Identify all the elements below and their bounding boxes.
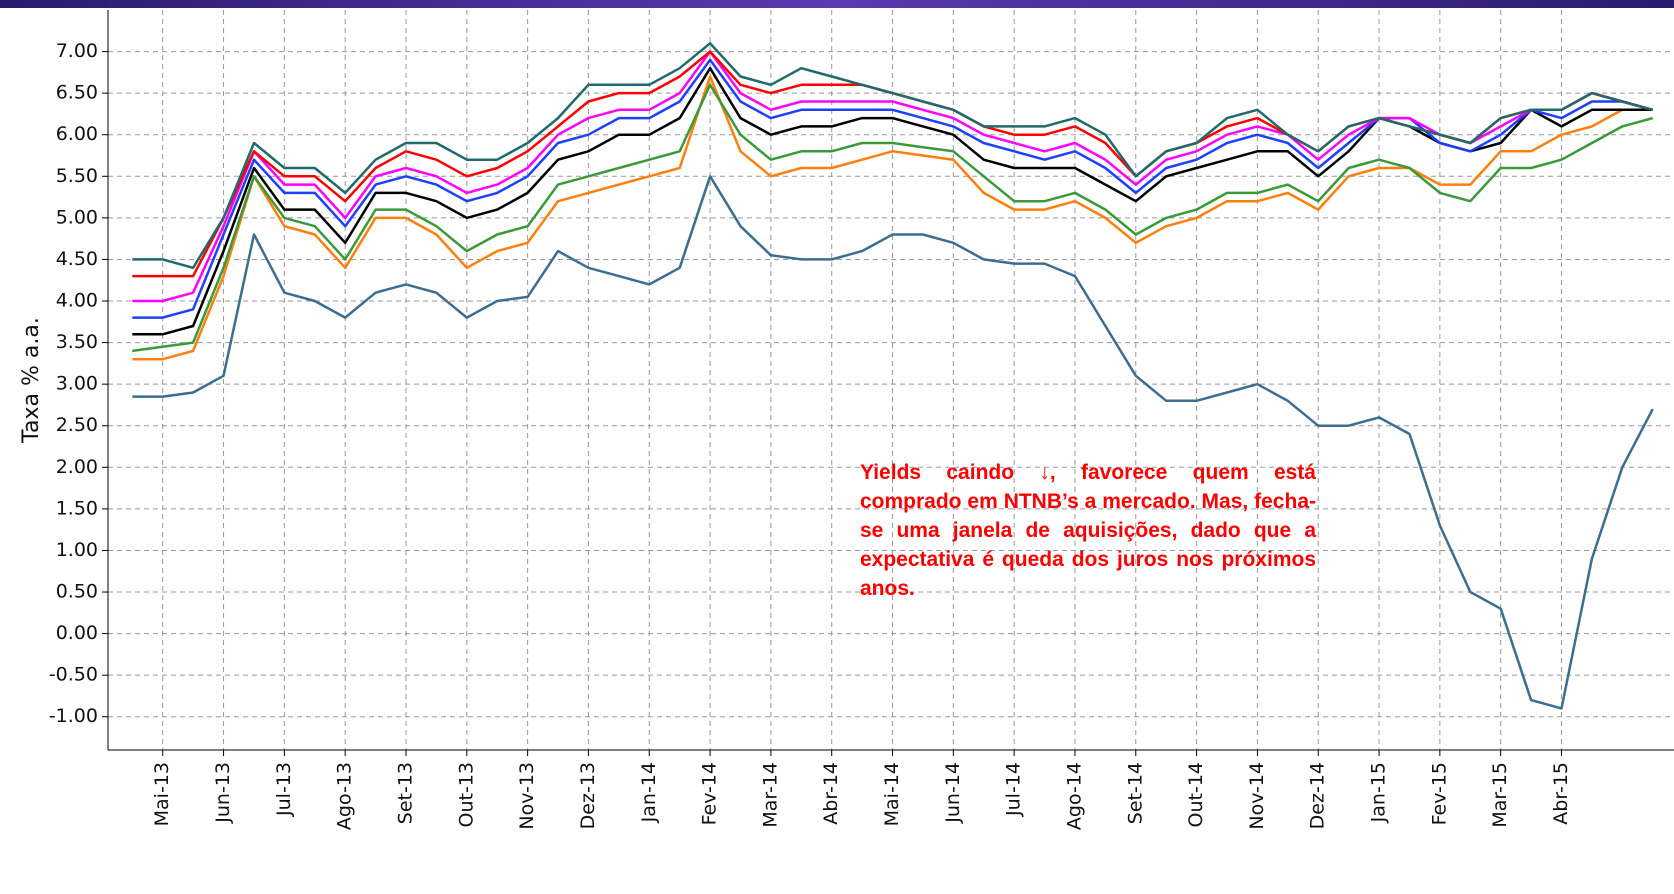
x-tick-label: Set-13 (394, 762, 416, 824)
x-tick-label: Jun-14 (942, 762, 964, 824)
x-tick-label: Abr-15 (1550, 762, 1572, 825)
y-tick-label: 6.50 (56, 82, 98, 104)
y-tick-label: 0.50 (56, 581, 98, 603)
x-tick-label: Mar-15 (1489, 762, 1511, 828)
series-line (132, 83, 1654, 353)
x-tick-label: Mai-14 (881, 762, 903, 826)
x-tick-label: Out-13 (455, 762, 477, 827)
x-tick-label: Dez-14 (1307, 762, 1329, 829)
x-tick-label: Fev-15 (1428, 762, 1450, 825)
x-tick-label: Jul-14 (1003, 762, 1025, 817)
y-tick-label: -1.00 (49, 705, 98, 727)
annotation: Yields caindo ↓, favorece quem está comp… (860, 461, 1316, 600)
x-tick-label: Fev-14 (699, 762, 721, 825)
x-tick-label: Jan-14 (638, 762, 660, 823)
y-tick-label: 0.00 (56, 622, 98, 644)
y-tick-label: 1.50 (56, 497, 98, 519)
x-tick-label: Jun-13 (212, 762, 234, 824)
x-tick-label: Mai-13 (151, 762, 173, 826)
y-tick-label: 5.00 (56, 206, 98, 228)
y-tick-label: 3.00 (56, 373, 98, 395)
series-line (132, 58, 1654, 319)
y-tick-label: 3.50 (56, 331, 98, 353)
y-tick-label: 6.00 (56, 123, 98, 145)
x-tick-label: Dez-13 (577, 762, 599, 829)
x-tick-label: Jan-15 (1368, 762, 1390, 823)
series-line (132, 50, 1654, 303)
y-tick-label: 1.00 (56, 539, 98, 561)
x-tick-label: Ago-14 (1063, 762, 1085, 830)
y-tick-label: -0.50 (49, 664, 98, 686)
x-tick-label: Abr-14 (820, 762, 842, 825)
x-tick-label: Mar-14 (759, 762, 781, 828)
y-tick-label: 7.00 (56, 40, 98, 62)
x-tick-label: Out-14 (1185, 762, 1207, 827)
y-tick-label: 5.50 (56, 165, 98, 187)
x-tick-label: Ago-13 (334, 762, 356, 830)
y-tick-label: 4.50 (56, 248, 98, 270)
y-tick-label: 2.00 (56, 456, 98, 478)
x-tick-label: Nov-13 (516, 762, 538, 830)
y-tick-label: 4.00 (56, 290, 98, 312)
y-tick-label: 2.50 (56, 414, 98, 436)
x-tick-label: Nov-14 (1246, 762, 1268, 830)
x-tick-label: Jul-13 (273, 762, 295, 817)
y-axis-label: Taxa % a.a. (19, 317, 44, 444)
series-line (132, 175, 1654, 710)
series-line (132, 42, 1654, 270)
series-line (132, 75, 1653, 361)
top-band (0, 0, 1674, 8)
x-tick-label: Set-14 (1124, 762, 1146, 824)
